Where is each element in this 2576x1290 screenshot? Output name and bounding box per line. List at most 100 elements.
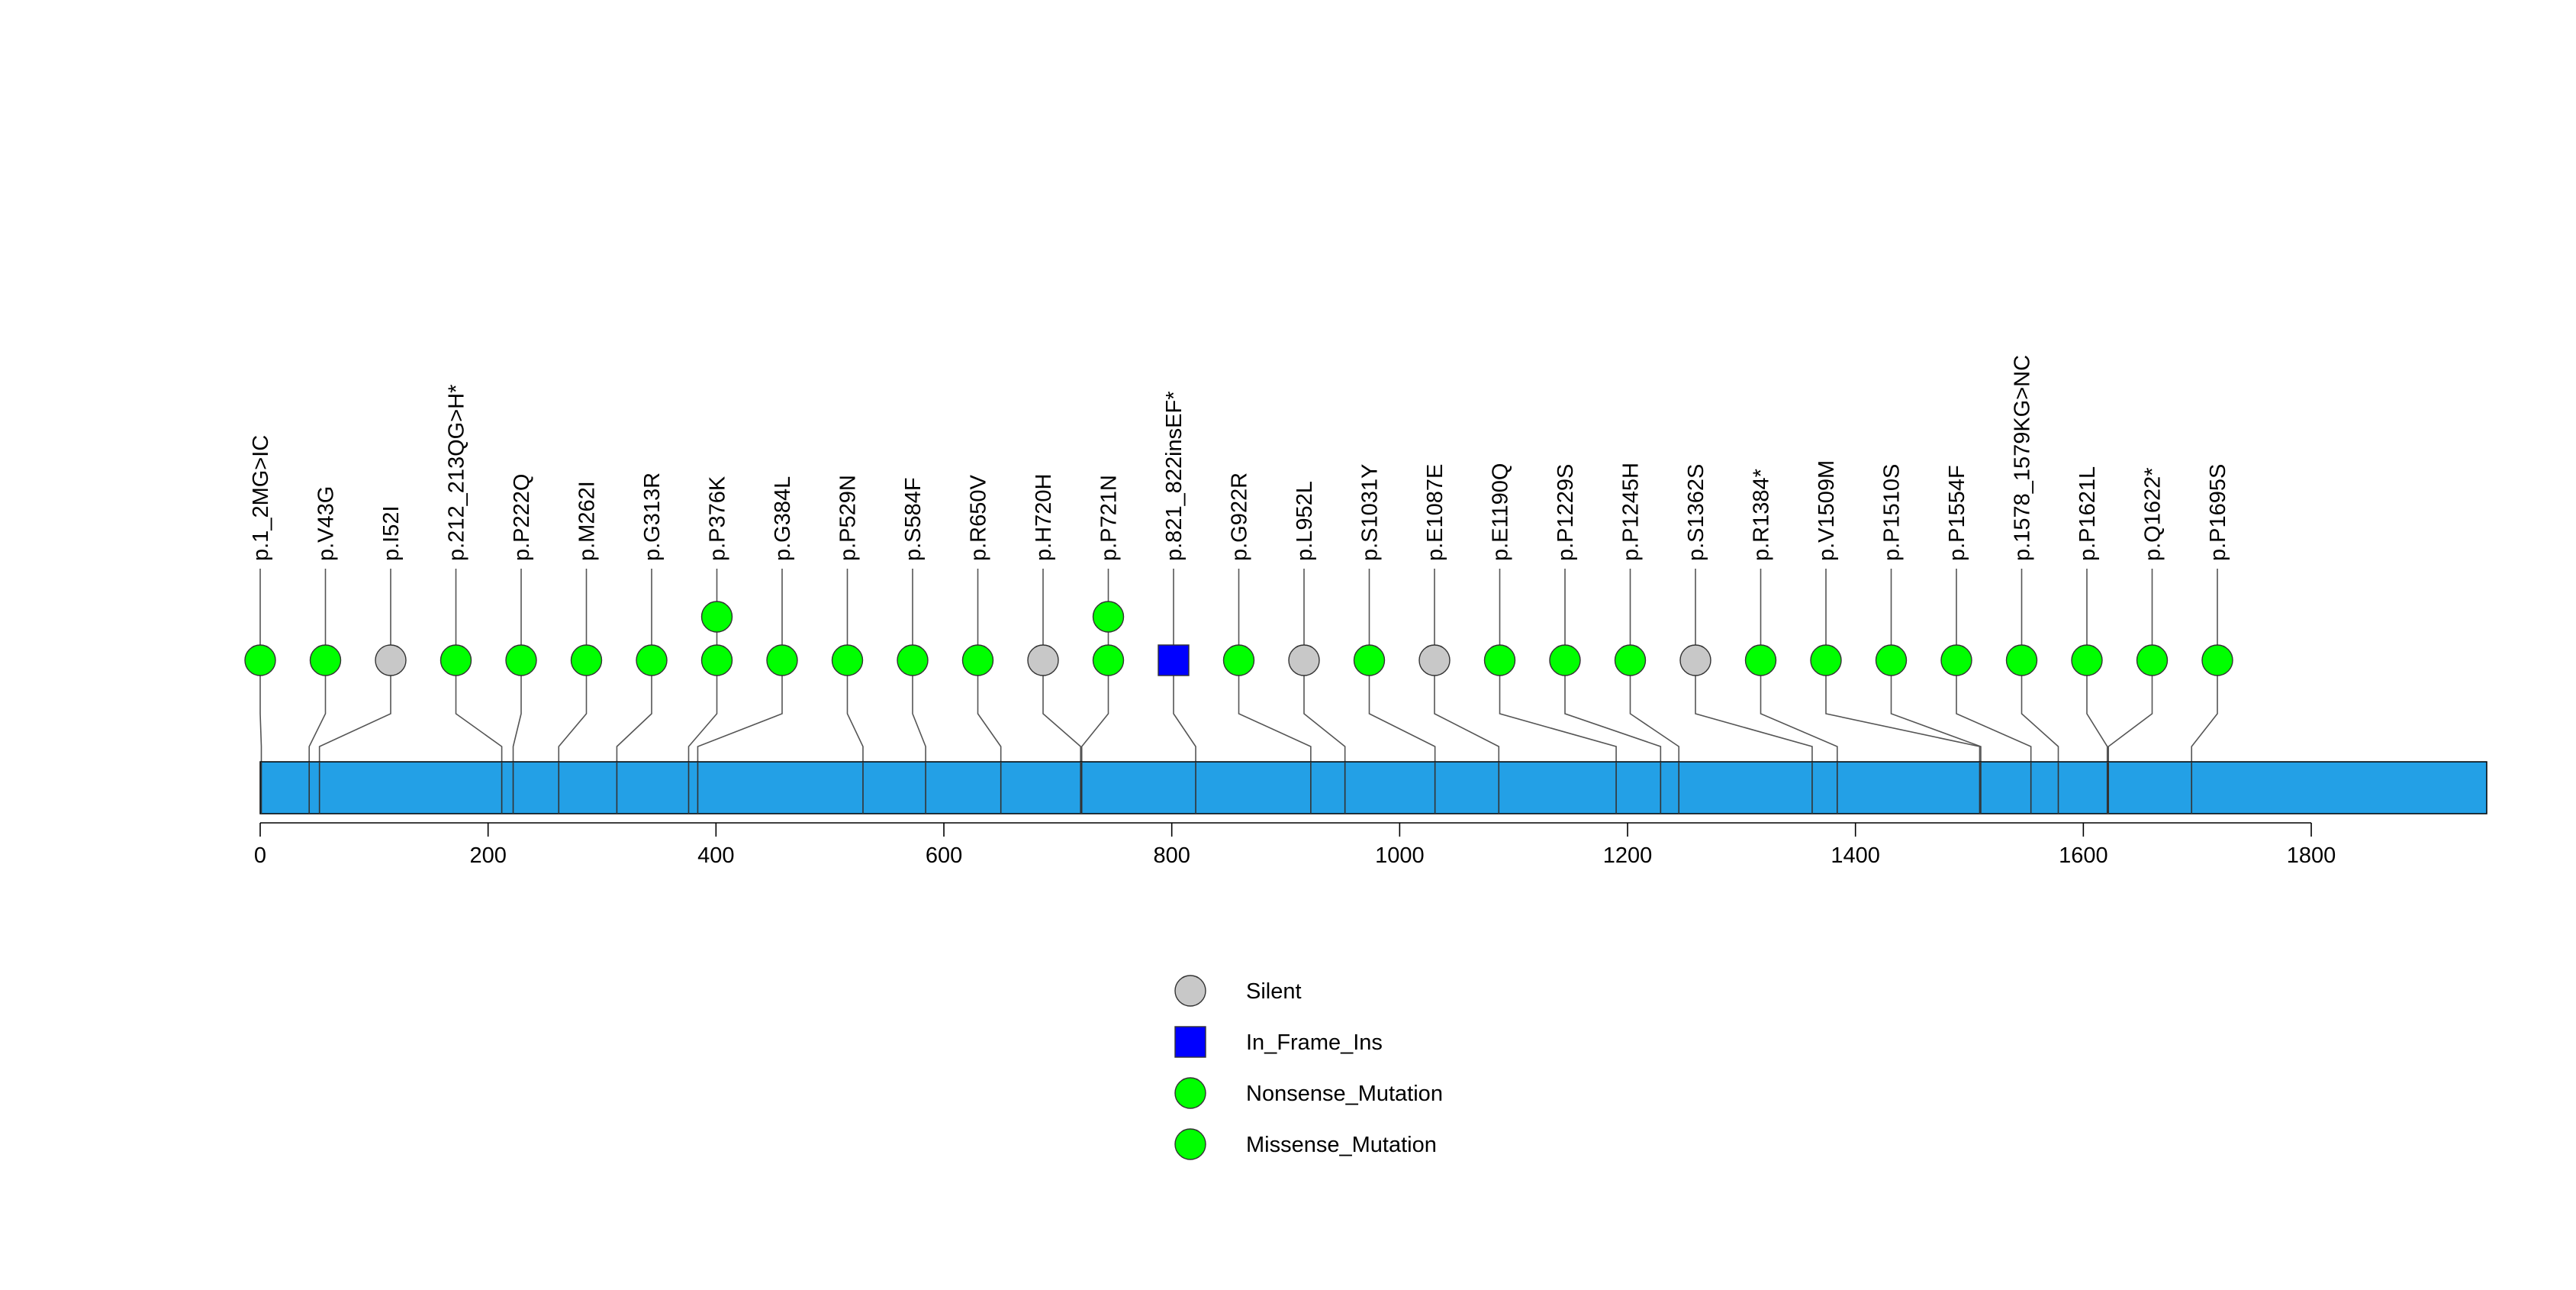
mutation-labels: p.1_2MG>IC p.V43G p.I52I p.212_213QG>H* p.P2… <box>249 355 2230 561</box>
mutation-label-p-p1554f: p.P1554F <box>1945 465 1969 561</box>
lollipop-head-p-v1509m <box>1810 644 1842 676</box>
legend-symbol-nonsense-mutation <box>1174 1077 1206 1109</box>
lollipop-head-p-p376k <box>700 644 733 676</box>
x-tick-label-800: 800 <box>1153 843 1190 868</box>
mutation-label-p-r650v: p.R650V <box>967 474 991 561</box>
connector-line-p-p721n <box>1080 660 1109 762</box>
mutation-label-p-e1190q: p.E1190Q <box>1489 463 1513 561</box>
lollipop-head-p-p1695s <box>2201 644 2233 676</box>
connector-line-p-e1190q <box>1499 660 1617 762</box>
connector-line-p-p529n <box>846 660 864 762</box>
mutation-label-p-g313r: p.G313R <box>640 472 665 561</box>
connector-line-p-q1622 <box>2107 660 2153 762</box>
connector-line-p-s1031y <box>1368 660 1436 762</box>
connector-line-p-v43g <box>308 660 327 762</box>
lollipop-head-p-r1384 <box>1744 644 1777 676</box>
mutation-label-p-g922r: p.G922R <box>1228 472 1252 561</box>
lollipop-head-p-e1190q <box>1483 644 1516 676</box>
mutation-label-p-v1509m: p.V1509M <box>1814 460 1839 561</box>
lollipop-head-p-p721n-2 <box>1092 601 1125 633</box>
connector-line-p-l952l <box>1303 660 1346 762</box>
x-axis: 0 200 400 600 800 1000 1200 1400 1600 1800 <box>254 822 2336 868</box>
legend-symbol-silent <box>1174 975 1206 1007</box>
lollipop-head-p-s584f <box>897 644 929 676</box>
connector-line-p-p1245h <box>1629 660 1680 762</box>
lollipop-head-p-h720h <box>1027 644 1059 676</box>
lollipop-head-p-r650v <box>961 644 994 676</box>
mutation-label-p-p721n: p.P721N <box>1097 475 1122 561</box>
lollipop-head-p-p1510s <box>1875 644 1908 676</box>
mutation-label-p-l952l: p.L952L <box>1293 481 1317 561</box>
x-tick-label-0: 0 <box>254 843 266 868</box>
mutation-label-p-p1245h: p.P1245H <box>1619 463 1644 561</box>
connector-line-p-p1229s <box>1564 660 1662 762</box>
connector-line-p-g313r <box>616 660 652 762</box>
x-tick-label-1000: 1000 <box>1375 843 1425 868</box>
protein-bar <box>259 761 2487 814</box>
connector-line-p-p1621l <box>2086 660 2108 762</box>
legend-symbol-missense-mutation <box>1174 1128 1206 1160</box>
x-tick-label-1600: 1600 <box>2059 843 2108 868</box>
mutation-label-p-i52i: p.I52I <box>379 505 404 561</box>
lollipop-head-p-1578-1579kg-nc <box>2005 644 2038 676</box>
x-tick-label-200: 200 <box>469 843 506 868</box>
lollipop-head-p-p529n <box>831 644 864 676</box>
x-tick-label-600: 600 <box>926 843 962 868</box>
connector-line-p-1578-1579kg-nc <box>2021 660 2059 762</box>
connector-line-p-m262i <box>558 660 588 762</box>
lollipop-head-p-p1554f <box>1940 644 1972 676</box>
connector-line-p-h720h <box>1042 660 1082 762</box>
legend-symbol-in-frame-ins <box>1174 1026 1206 1058</box>
lollipop-head-p-p376k-2 <box>700 601 733 633</box>
mutation-label-p-s1362s: p.S1362S <box>1684 464 1708 561</box>
connector-line-p-v1509m <box>1825 660 1981 762</box>
x-tick-label-1800: 1800 <box>2287 843 2336 868</box>
connector-line-p-g384l <box>697 660 783 762</box>
mutation-label-p-212-213qg-h: p.212_213QG>H* <box>445 385 469 561</box>
mutation-label-p-m262i: p.M262I <box>575 481 600 561</box>
lollipop-head-p-m262i <box>570 644 603 676</box>
lollipop-head-p-p1229s <box>1549 644 1581 676</box>
lollipop-head-p-p721n <box>1092 644 1125 676</box>
connector-line-p-212-213qg-h <box>455 660 503 762</box>
connector-line-p-s1362s <box>1695 660 1813 762</box>
legend: Silent In_Frame_Ins Nonsense_Mutation Misse… <box>1174 975 1443 1160</box>
mutation-label-p-s1031y: p.S1031Y <box>1358 464 1383 561</box>
lollipop-head-p-s1031y <box>1353 644 1386 676</box>
connector-line-p-r1384 <box>1760 660 1838 762</box>
lollipop-head-p-p1621l <box>2071 644 2103 676</box>
mutation-label-p-e1087e: p.E1087E <box>1423 464 1447 561</box>
mutation-label-p-s584f: p.S584F <box>901 477 926 561</box>
lollipop-head-p-g922r <box>1222 644 1255 676</box>
lollipop-head-p-s1362s <box>1679 644 1711 676</box>
lollipop-head-p-p222q <box>505 644 537 676</box>
lollipop-head-p-l952l <box>1288 644 1320 676</box>
x-tick-label-1400: 1400 <box>1831 843 1880 868</box>
mutation-label-p-p376k: p.P376K <box>706 476 730 561</box>
mutation-label-p-v43g: p.V43G <box>314 486 339 561</box>
lollipop-head-p-i52i <box>375 644 407 676</box>
connector-line-p-p1695s <box>2191 660 2218 762</box>
connector-line-p-i52i <box>318 660 391 762</box>
lollipop-head-p-v43g <box>309 644 342 676</box>
connector-lines <box>259 660 2218 762</box>
connector-line-p-p222q <box>512 660 522 762</box>
mutation-label-p-g384l: p.G384L <box>771 476 795 561</box>
lollipop-head-p-821-822insef <box>1158 644 1190 676</box>
lollipop-head-p-p1245h <box>1614 644 1647 676</box>
connector-line-p-p1554f <box>1956 660 2032 762</box>
x-tick-label-1200: 1200 <box>1603 843 1653 868</box>
mutation-label-p-h720h: p.H720H <box>1032 474 1056 561</box>
lollipop-head-p-212-213qg-h <box>440 644 472 676</box>
mutation-label-p-q1622: p.Q1622* <box>2141 467 2165 561</box>
mutation-label-p-p1621l: p.P1621L <box>2075 466 2100 561</box>
lollipop-head-p-g313r <box>636 644 668 676</box>
mutation-label-p-p1695s: p.P1695S <box>2206 464 2230 561</box>
legend-label-silent: Silent <box>1246 979 1302 1004</box>
lollipop-head-p-e1087e <box>1418 644 1451 676</box>
connector-line-p-p376k <box>687 660 718 762</box>
connector-line-p-s584f <box>912 660 926 762</box>
connector-line-p-r650v <box>977 660 1002 762</box>
connector-line-p-g922r <box>1238 660 1312 762</box>
mutation-label-p-821-822insef: p.821_822insEF* <box>1162 392 1187 562</box>
